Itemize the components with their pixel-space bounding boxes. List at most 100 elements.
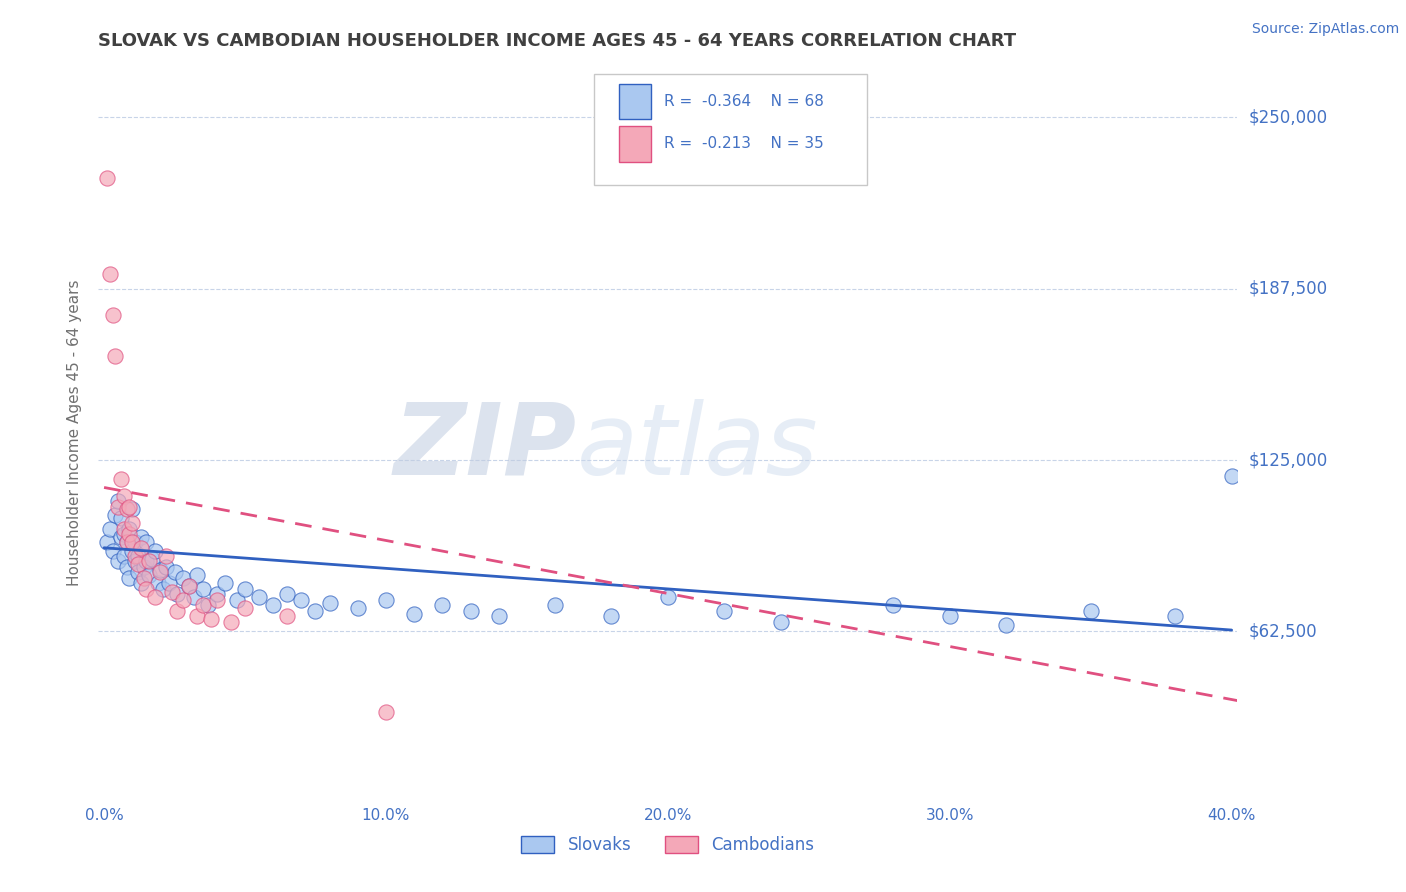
Point — [276, 609, 298, 624]
Point — [205, 587, 228, 601]
Point — [98, 522, 121, 536]
Point — [146, 576, 169, 591]
Point — [110, 472, 132, 486]
Text: $187,500: $187,500 — [1249, 280, 1327, 298]
Point — [233, 601, 256, 615]
Point — [115, 502, 138, 516]
Point — [118, 522, 141, 536]
Point — [375, 706, 398, 720]
Point — [107, 500, 129, 514]
Point — [177, 579, 200, 593]
Point — [544, 599, 567, 613]
Point — [121, 516, 143, 530]
Point — [132, 560, 155, 574]
FancyBboxPatch shape — [593, 73, 868, 185]
Point — [124, 549, 146, 563]
Point — [96, 535, 118, 549]
Point — [191, 582, 214, 596]
Point — [115, 535, 138, 549]
Point — [186, 609, 208, 624]
Point — [172, 593, 194, 607]
Point — [104, 349, 127, 363]
Point — [183, 590, 205, 604]
Point — [149, 563, 172, 577]
Point — [1220, 469, 1243, 483]
Point — [225, 593, 247, 607]
Point — [233, 582, 256, 596]
Point — [115, 535, 138, 549]
Point — [219, 615, 242, 629]
Point — [713, 604, 735, 618]
Point — [121, 543, 143, 558]
Point — [346, 601, 368, 615]
Point — [143, 590, 166, 604]
Point — [107, 494, 129, 508]
Point — [121, 535, 143, 549]
Point — [247, 590, 270, 604]
Point — [488, 609, 510, 624]
Point — [121, 502, 143, 516]
Point — [110, 510, 132, 524]
Point — [276, 587, 298, 601]
Point — [107, 554, 129, 568]
Point — [112, 527, 135, 541]
Point — [127, 566, 149, 580]
Point — [1080, 604, 1102, 618]
Point — [155, 549, 177, 563]
Point — [112, 489, 135, 503]
Point — [124, 554, 146, 568]
Point — [432, 599, 454, 613]
Y-axis label: Householder Income Ages 45 - 64 years: Householder Income Ages 45 - 64 years — [67, 279, 83, 586]
Point — [96, 170, 118, 185]
Point — [138, 568, 160, 582]
Legend: Slovaks, Cambodians: Slovaks, Cambodians — [515, 830, 821, 861]
Point — [318, 596, 340, 610]
Point — [200, 612, 222, 626]
Point — [127, 549, 149, 563]
Point — [657, 590, 679, 604]
Point — [163, 566, 186, 580]
Point — [110, 530, 132, 544]
Point — [375, 593, 398, 607]
Point — [112, 522, 135, 536]
Point — [600, 609, 623, 624]
Point — [404, 607, 426, 621]
Point — [98, 267, 121, 281]
Point — [166, 587, 188, 601]
Point — [214, 576, 236, 591]
Point — [197, 599, 219, 613]
FancyBboxPatch shape — [619, 126, 651, 161]
Point — [135, 535, 157, 549]
Point — [205, 593, 228, 607]
Point — [135, 582, 157, 596]
Point — [129, 576, 152, 591]
Text: R =  -0.364    N = 68: R = -0.364 N = 68 — [665, 95, 824, 109]
Point — [152, 582, 174, 596]
Point — [101, 308, 124, 322]
Point — [938, 609, 960, 624]
Point — [166, 604, 188, 618]
Point — [995, 617, 1018, 632]
Text: $250,000: $250,000 — [1249, 108, 1327, 127]
FancyBboxPatch shape — [619, 84, 651, 120]
Point — [143, 543, 166, 558]
Point — [138, 554, 160, 568]
Point — [262, 599, 284, 613]
Point — [118, 527, 141, 541]
Point — [290, 593, 312, 607]
Text: atlas: atlas — [576, 399, 818, 496]
Text: Source: ZipAtlas.com: Source: ZipAtlas.com — [1251, 22, 1399, 37]
Point — [177, 579, 200, 593]
Point — [141, 551, 163, 566]
Point — [460, 604, 482, 618]
Text: $125,000: $125,000 — [1249, 451, 1327, 469]
Point — [129, 530, 152, 544]
Point — [1164, 609, 1187, 624]
Point — [118, 500, 141, 514]
Point — [149, 566, 172, 580]
Point — [127, 558, 149, 572]
Text: ZIP: ZIP — [394, 399, 576, 496]
Point — [769, 615, 792, 629]
Point — [132, 571, 155, 585]
Point — [118, 571, 141, 585]
